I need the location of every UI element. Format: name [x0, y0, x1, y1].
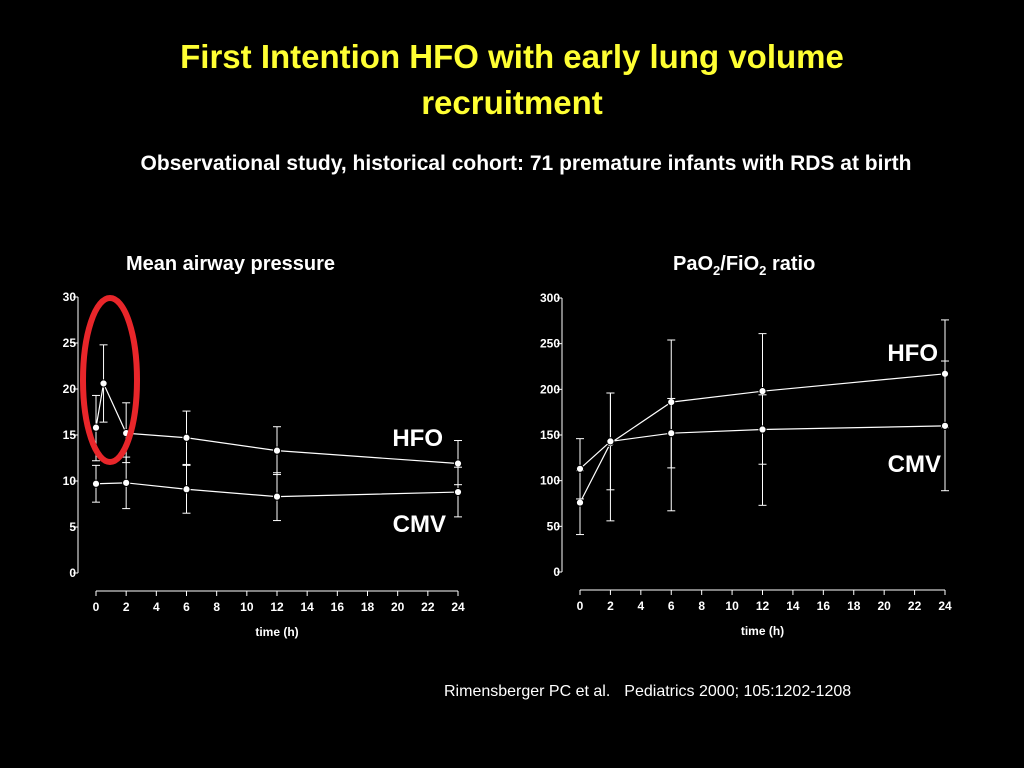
highlight-ellipse — [80, 295, 140, 465]
slide-title: First Intention HFO with early lung volu… — [0, 34, 1024, 126]
x-tick-label: 8 — [213, 600, 220, 614]
y-tick-label: 0 — [69, 566, 76, 580]
x-tick-label: 16 — [817, 599, 831, 613]
series-label-hfo: HFO — [887, 340, 938, 367]
data-point — [667, 429, 676, 438]
data-point — [606, 437, 615, 446]
x-tick-label: 16 — [331, 600, 345, 614]
x-tick-label: 14 — [786, 599, 800, 613]
x-tick-label: 10 — [725, 599, 739, 613]
x-tick-label: 8 — [698, 599, 705, 613]
series-label-hfo: HFO — [392, 425, 443, 452]
x-tick-label: 4 — [153, 600, 160, 614]
data-point — [453, 487, 463, 497]
y-tick-label: 30 — [63, 290, 77, 304]
citation-journal: Pediatrics 2000; 105:1202-1208 — [624, 683, 852, 700]
data-point — [182, 433, 191, 442]
series-label-cmv: CMV — [888, 451, 941, 478]
citation-authors: Rimensberger PC et al. — [444, 683, 611, 700]
slide-subtitle: Observational study, historical cohort: … — [140, 152, 912, 175]
data-point — [182, 485, 191, 494]
citation: Rimensberger PC et al. Pediatrics 2000; 1… — [444, 683, 851, 701]
x-axis-label: time (h) — [255, 625, 298, 639]
x-tick-label: 22 — [421, 600, 435, 614]
y-tick-label: 5 — [69, 520, 76, 534]
series-hfo — [91, 344, 463, 486]
data-point — [758, 425, 767, 434]
chart-left-title: Mean airway pressure — [126, 253, 335, 275]
x-tick-label: 24 — [451, 600, 465, 614]
y-tick-label: 100 — [540, 474, 560, 488]
x-tick-label: 6 — [668, 599, 675, 613]
data-point — [91, 479, 101, 488]
x-tick-label: 10 — [240, 600, 254, 614]
y-tick-label: 250 — [540, 337, 560, 351]
data-point — [940, 421, 950, 430]
x-tick-label: 2 — [123, 600, 130, 614]
x-tick-label: 0 — [93, 600, 100, 614]
data-point — [575, 464, 585, 473]
x-axis-label: time (h) — [741, 624, 784, 638]
slide-title-line2: recruitment — [421, 84, 603, 121]
chart-right-title: PaO2/FiO2 ratio — [673, 253, 816, 278]
x-tick-label: 12 — [270, 600, 284, 614]
y-tick-label: 10 — [63, 474, 77, 488]
y-tick-label: 50 — [547, 519, 561, 533]
x-tick-label: 12 — [756, 599, 770, 613]
data-point — [272, 446, 282, 455]
data-point — [99, 379, 108, 388]
x-tick-label: 6 — [183, 600, 190, 614]
chart-right-title-text: ratio — [771, 253, 816, 275]
x-tick-label: 18 — [847, 599, 861, 613]
series-label-cmv: CMV — [393, 511, 446, 538]
x-tick-label: 18 — [361, 600, 375, 614]
y-tick-label: 20 — [63, 382, 77, 396]
y-tick-label: 25 — [63, 336, 77, 350]
data-point — [272, 492, 282, 501]
y-tick-label: 150 — [540, 428, 560, 442]
series-cmv — [91, 456, 463, 522]
y-tick-label: 200 — [540, 382, 560, 396]
data-point — [758, 387, 767, 396]
x-tick-label: 24 — [938, 599, 952, 613]
x-tick-label: 20 — [877, 599, 891, 613]
x-tick-label: 2 — [607, 599, 614, 613]
y-tick-label: 0 — [553, 565, 560, 579]
series-line-hfo — [95, 381, 459, 465]
x-tick-label: 22 — [908, 599, 922, 613]
data-point — [122, 478, 131, 487]
data-point — [91, 423, 101, 432]
slide-title-line1: First Intention HFO with early lung volu… — [180, 38, 844, 75]
x-tick-label: 14 — [300, 600, 314, 614]
y-tick-label: 300 — [540, 291, 560, 305]
x-tick-label: 4 — [637, 599, 644, 613]
series-cmv — [575, 360, 950, 500]
y-tick-label: 15 — [63, 428, 77, 442]
x-tick-label: 20 — [391, 600, 405, 614]
data-point — [575, 498, 585, 507]
x-tick-label: 0 — [577, 599, 584, 613]
